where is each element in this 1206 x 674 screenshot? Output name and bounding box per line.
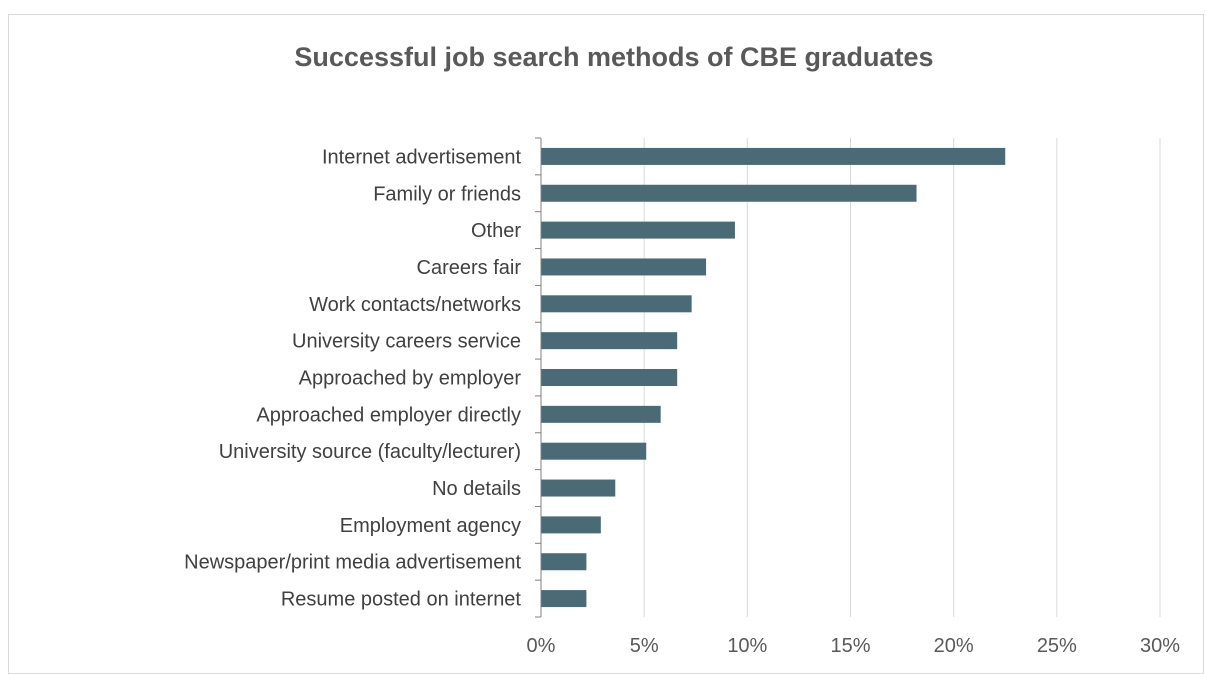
- value-axis-labels: 0% 5% 10% 15% 20% 25% 30%: [527, 635, 1181, 657]
- category-label: Other: [471, 220, 521, 242]
- gridlines: [643, 138, 1161, 617]
- bar-university-source-faculty-lecturer-: [541, 442, 647, 460]
- bars: [541, 147, 1006, 608]
- x-tick-label: 5%: [630, 635, 659, 657]
- bar-careers-fair: [541, 258, 707, 276]
- category-label: No details: [432, 478, 521, 500]
- bar-internet-advertisement: [541, 147, 1006, 165]
- category-label: University careers service: [292, 331, 521, 353]
- category-axis: [535, 137, 542, 618]
- category-label: Careers fair: [417, 257, 522, 279]
- category-label: Internet advertisement: [322, 146, 521, 168]
- chart-title: Successful job search methods of CBE gra…: [294, 42, 933, 72]
- category-label: Approached employer directly: [256, 404, 521, 426]
- bar-no-details: [541, 479, 616, 497]
- bar-work-contacts-networks: [541, 295, 692, 313]
- x-tick-label: 0%: [527, 635, 556, 657]
- category-label: Family or friends: [373, 183, 521, 205]
- x-tick-label: 10%: [727, 635, 767, 657]
- bar-resume-posted-on-internet: [541, 590, 587, 608]
- category-label: Approached by employer: [299, 368, 522, 390]
- x-tick-label: 25%: [1037, 635, 1077, 657]
- category-label: Work contacts/networks: [309, 294, 521, 316]
- bar-university-careers-service: [541, 332, 678, 350]
- category-label: Employment agency: [340, 515, 521, 537]
- x-tick-label: 30%: [1140, 635, 1180, 657]
- bar-approached-employer-directly: [541, 405, 661, 423]
- x-tick-label: 15%: [830, 635, 870, 657]
- bar-family-or-friends: [541, 184, 917, 202]
- category-label: Newspaper/print media advertisement: [184, 552, 521, 574]
- bar-approached-by-employer: [541, 369, 678, 386]
- bar-employment-agency: [541, 516, 601, 534]
- bar-other: [541, 221, 735, 239]
- x-tick-label: 20%: [934, 635, 974, 657]
- category-labels: Internet advertisement Family or friends O…: [184, 146, 521, 610]
- bar-newspaper-print-media-advertisement: [541, 553, 587, 571]
- category-label: Resume posted on internet: [281, 589, 522, 611]
- category-label: University source (faculty/lecturer): [219, 441, 521, 463]
